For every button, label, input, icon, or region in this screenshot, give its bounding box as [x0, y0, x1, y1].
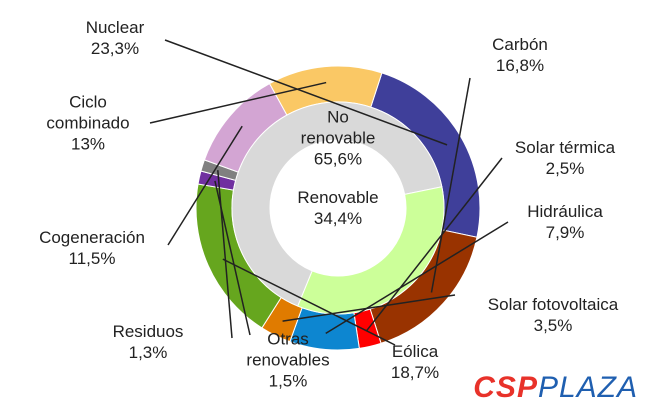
inner-value: 65,6% — [313, 149, 363, 169]
leader-line — [167, 125, 243, 246]
slice-name: Ciclo combinado — [46, 92, 130, 133]
inner-value: 34,4% — [313, 209, 363, 228]
slice-name: Hidráulica — [527, 202, 603, 221]
inner-name: Renovable — [297, 188, 379, 207]
leader-line — [149, 81, 327, 124]
slice-name: Eólica — [391, 342, 439, 361]
inner-slice — [297, 186, 445, 315]
slice-label: Solar térmica 2,5% — [500, 137, 630, 179]
slice-value: 11,5% — [68, 249, 116, 268]
leader-line — [164, 39, 448, 146]
slice-label: Cogeneración 11,5% — [27, 227, 157, 269]
leader-line — [282, 294, 456, 322]
slice-label: Residuos 1,3% — [98, 321, 198, 363]
slice-value: 16,8% — [495, 56, 545, 75]
slice-value: 18,7% — [390, 363, 440, 382]
slice-value: 3,5% — [533, 316, 573, 335]
leader-line — [430, 77, 471, 293]
logo-brand: CSP — [473, 371, 538, 404]
inner-slice — [231, 101, 443, 307]
logo-suffix: PLAZA — [537, 371, 638, 404]
slice-name: Nuclear — [85, 18, 145, 37]
slice-name: Residuos — [112, 322, 184, 341]
inner-label: No renovable 65,6% — [288, 107, 388, 170]
slice-name: Solar fotovoltaica — [487, 295, 619, 314]
logo: CSPPLAZA — [473, 371, 638, 405]
slice-label: Carbón 16,8% — [460, 34, 580, 76]
leader-line — [325, 221, 509, 335]
slice-label: Eólica 18,7% — [365, 341, 465, 383]
slice-label: Otras renovables 1,5% — [238, 329, 338, 392]
slice-label: Solar fotovoltaica 3,5% — [468, 294, 638, 336]
slice-value: 23,3% — [90, 39, 140, 58]
slice-name: Carbón — [492, 35, 548, 54]
slice-value: 2,5% — [545, 159, 585, 178]
slice-name: Solar térmica — [514, 138, 616, 157]
inner-label: Renovable 34,4% — [283, 187, 393, 229]
slice-label: Nuclear 23,3% — [55, 17, 175, 59]
slice-value: 7,9% — [545, 223, 585, 242]
slice-value: 13% — [70, 134, 106, 154]
slice-label: Ciclo combinado 13% — [38, 92, 138, 155]
slice-name: Cogeneración — [39, 228, 145, 247]
slice-label: Hidráulica 7,9% — [500, 201, 630, 243]
inner-name: No renovable — [300, 107, 376, 148]
leader-line — [366, 157, 503, 332]
slice-value: 1,3% — [128, 343, 168, 362]
slice-value: 1,5% — [268, 371, 308, 391]
leader-line — [222, 258, 396, 346]
slice-name: Otras renovables — [246, 329, 330, 370]
leader-line — [217, 170, 233, 339]
